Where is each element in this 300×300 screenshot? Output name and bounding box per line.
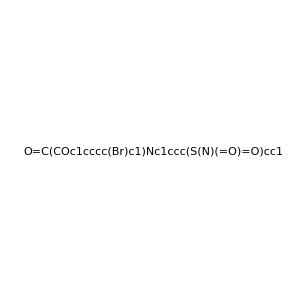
Text: O=C(COc1cccc(Br)c1)Nc1ccc(S(N)(=O)=O)cc1: O=C(COc1cccc(Br)c1)Nc1ccc(S(N)(=O)=O)cc1: [24, 146, 284, 157]
